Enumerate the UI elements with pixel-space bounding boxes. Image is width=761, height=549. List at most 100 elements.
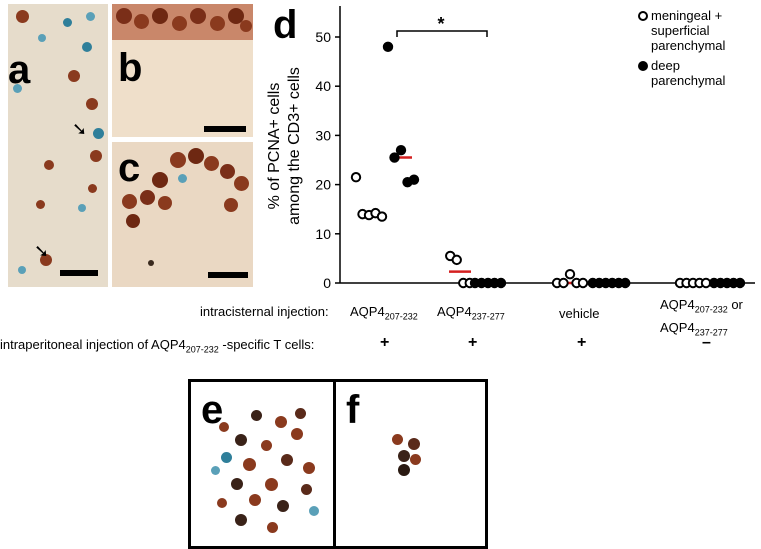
condition-label: AQP4207-232 or AQP4237-277 bbox=[660, 296, 743, 341]
ip-indicator: + bbox=[380, 334, 390, 351]
stain-cell bbox=[16, 10, 29, 23]
condition-main: AQP4 bbox=[660, 297, 695, 312]
stain-cell bbox=[220, 164, 235, 179]
y-tick-label: 30 bbox=[315, 127, 331, 143]
data-point-filled bbox=[620, 277, 631, 289]
panel-label-a: a bbox=[8, 48, 31, 92]
legend-label: superficial bbox=[651, 23, 710, 38]
intraperitoneal-label-pre: intraperitoneal injection of AQP4 bbox=[0, 337, 186, 352]
stain-cell bbox=[301, 484, 312, 495]
stain-cell bbox=[18, 266, 26, 274]
stain-cell bbox=[267, 522, 278, 533]
scale-bar bbox=[60, 270, 98, 276]
stain-cell bbox=[82, 42, 92, 52]
stain-cell bbox=[217, 498, 227, 508]
data-point-filled bbox=[495, 277, 507, 289]
stain-cell bbox=[275, 416, 287, 428]
stain-cell bbox=[188, 148, 204, 164]
stain-cell bbox=[277, 500, 289, 512]
stain-cell bbox=[190, 8, 206, 24]
condition-label: AQP4207-232 bbox=[350, 304, 418, 322]
legend-marker bbox=[638, 11, 648, 21]
condition-tail: or bbox=[727, 297, 743, 312]
scale-bar bbox=[204, 126, 246, 132]
micrograph-e: e bbox=[188, 379, 336, 549]
stain-cell bbox=[228, 8, 244, 24]
condition-label: AQP4237-277 bbox=[437, 304, 505, 322]
data-point-filled bbox=[382, 41, 394, 53]
ip-indicator: + bbox=[468, 334, 478, 351]
stain-cell bbox=[240, 20, 252, 32]
stain-cell bbox=[126, 214, 140, 228]
condition-sub: 237-277 bbox=[471, 311, 505, 322]
stain-cell bbox=[398, 450, 410, 462]
y-axis-label: % of PCNA+ cells bbox=[266, 83, 283, 210]
data-point-open bbox=[558, 277, 569, 289]
stain-cell bbox=[172, 16, 187, 31]
stain-cell bbox=[63, 18, 72, 27]
stain-cell bbox=[68, 70, 80, 82]
stain-cell bbox=[251, 410, 262, 421]
significance-label: * bbox=[437, 14, 444, 34]
data-point-open bbox=[376, 211, 388, 222]
stain-cell bbox=[13, 84, 22, 93]
stain-cell bbox=[90, 150, 102, 162]
stain-cell bbox=[309, 506, 319, 516]
data-point-filled bbox=[395, 144, 407, 156]
stain-cell bbox=[40, 254, 52, 266]
stain-cell bbox=[210, 16, 225, 31]
stain-cell bbox=[78, 204, 86, 212]
stain-cell bbox=[295, 408, 306, 419]
intraperitoneal-label-sub: 207-232 bbox=[185, 344, 219, 355]
arrow-icon: ➘ bbox=[34, 241, 50, 261]
data-point-open bbox=[451, 254, 462, 266]
stain-cell bbox=[170, 152, 186, 168]
data-point-filled bbox=[408, 174, 420, 185]
data-point-filled bbox=[389, 152, 400, 163]
legend-label: deep bbox=[651, 58, 680, 73]
stain-cell bbox=[303, 462, 315, 474]
ip-indicator: + bbox=[577, 334, 587, 351]
stain-cell bbox=[265, 478, 278, 491]
panel-label-f: f bbox=[346, 388, 360, 432]
stain-cell bbox=[38, 34, 46, 42]
data-point-filled bbox=[734, 277, 746, 289]
intracisternal-label: intracisternal injection: bbox=[200, 304, 329, 319]
condition-label: vehicle bbox=[559, 306, 599, 321]
stain-cell bbox=[235, 514, 247, 526]
stain-cell bbox=[219, 422, 229, 432]
stain-cell bbox=[234, 176, 249, 191]
stain-cell bbox=[86, 12, 95, 21]
scale-bar bbox=[208, 272, 248, 278]
y-axis-label: among the CD3+ cells bbox=[286, 67, 303, 225]
stain-cell bbox=[44, 160, 54, 170]
stain-cell bbox=[140, 190, 155, 205]
stain-cell bbox=[408, 438, 420, 450]
stain-cell bbox=[398, 464, 410, 476]
stain-cell bbox=[243, 458, 256, 471]
condition-main: vehicle bbox=[559, 306, 600, 321]
panel-label-c: c bbox=[118, 146, 141, 190]
stain-cell bbox=[221, 452, 232, 463]
intraperitoneal-label-post: -specific T cells: bbox=[218, 337, 315, 352]
y-tick-label: 0 bbox=[323, 275, 331, 290]
panel-label-b: b bbox=[118, 46, 143, 90]
stain-cell bbox=[36, 200, 45, 209]
stain-cell bbox=[224, 198, 238, 212]
y-tick-label: 50 bbox=[315, 29, 331, 45]
stain-cell bbox=[261, 440, 272, 451]
legend-label: parenchymal bbox=[651, 73, 726, 88]
stain-cell bbox=[249, 494, 261, 506]
stain-cell bbox=[86, 98, 98, 110]
data-point-open bbox=[577, 277, 589, 289]
legend-marker bbox=[638, 61, 648, 71]
intraperitoneal-label: intraperitoneal injection of AQP4207-232… bbox=[0, 337, 314, 355]
condition-sub-2: 237-277 bbox=[694, 327, 728, 338]
stain-cell bbox=[152, 172, 168, 188]
condition-main-2: AQP4 bbox=[660, 319, 695, 335]
y-tick-label: 10 bbox=[315, 226, 331, 242]
stain-cell bbox=[291, 428, 303, 440]
stain-cell bbox=[178, 174, 187, 183]
micrograph-b: b bbox=[112, 4, 253, 137]
arrow-icon: ➘ bbox=[72, 119, 88, 139]
